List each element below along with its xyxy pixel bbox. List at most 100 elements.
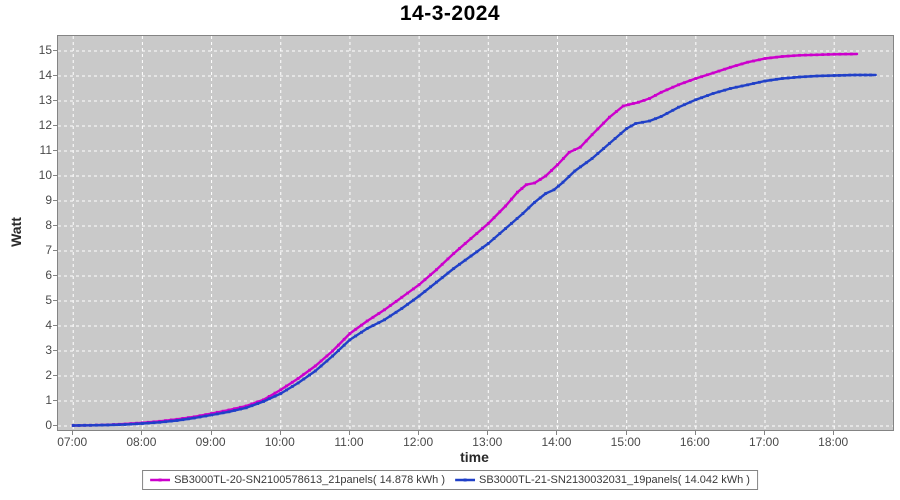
series-point-marker xyxy=(596,127,600,131)
series-point-marker xyxy=(463,258,467,262)
series-point-marker xyxy=(215,410,219,414)
series-point-marker xyxy=(838,52,842,56)
series-point-marker xyxy=(325,359,329,363)
series-point-marker xyxy=(556,163,559,167)
y-tick-mark xyxy=(53,100,57,101)
series-point-marker xyxy=(608,142,611,145)
series-point-marker xyxy=(832,52,836,56)
series-point-marker xyxy=(475,250,479,254)
series-point-marker xyxy=(504,227,507,230)
series-point-marker xyxy=(187,417,190,421)
x-tick-label: 12:00 xyxy=(403,435,434,449)
series-point-marker xyxy=(481,246,484,250)
series-point-marker xyxy=(244,406,248,410)
series-point-marker xyxy=(400,307,404,310)
series-point-marker xyxy=(498,210,502,214)
legend-point-sample xyxy=(158,478,162,482)
series-point-marker xyxy=(602,121,605,125)
series-point-marker xyxy=(492,216,496,220)
series-point-marker xyxy=(815,53,819,57)
series-point-marker xyxy=(262,398,265,402)
series-point-marker xyxy=(659,90,663,94)
series-point-marker xyxy=(538,178,542,181)
series-point-marker xyxy=(440,276,444,280)
series-point-marker xyxy=(552,188,556,192)
series-point-marker xyxy=(215,412,219,416)
series-point-marker xyxy=(853,73,857,77)
series-point-marker xyxy=(192,416,196,420)
series-point-marker xyxy=(267,395,271,398)
series-point-marker xyxy=(302,377,306,381)
series-point-marker xyxy=(117,423,121,427)
x-tick-mark xyxy=(833,431,835,435)
series-line-1 xyxy=(71,73,877,427)
series-point-marker xyxy=(608,115,611,119)
series-point-marker xyxy=(625,127,629,130)
series-point-marker xyxy=(360,323,363,327)
series-point-marker xyxy=(342,343,346,347)
series-point-marker xyxy=(849,52,853,56)
series-point-marker xyxy=(821,74,825,78)
legend-label-1: SB3000TL-21-SN2130032031_19panels( 14.04… xyxy=(479,474,750,486)
series-point-marker xyxy=(486,242,490,245)
series-point-marker xyxy=(792,76,796,79)
series-point-marker xyxy=(290,380,294,384)
series-point-marker xyxy=(786,76,790,80)
series-point-marker xyxy=(244,404,248,408)
legend-line-icon xyxy=(150,478,171,482)
series-point-marker xyxy=(533,181,536,185)
x-tick-mark xyxy=(348,431,350,435)
series-point-marker xyxy=(429,273,432,277)
series-point-marker xyxy=(371,315,375,319)
series-point-marker xyxy=(239,405,242,409)
series-point-marker xyxy=(711,71,715,75)
series-point-marker xyxy=(641,120,644,124)
series-point-marker xyxy=(629,124,633,128)
series-point-marker xyxy=(227,410,231,414)
series-point-marker xyxy=(711,92,715,95)
series-point-marker xyxy=(423,278,427,282)
y-tick-mark xyxy=(53,150,57,151)
y-tick-label: 1 xyxy=(45,393,52,407)
series-point-marker xyxy=(844,52,847,56)
series-point-marker xyxy=(100,423,104,427)
x-axis-title: time xyxy=(460,449,489,465)
series-point-marker xyxy=(729,65,732,69)
series-line-0 xyxy=(71,52,859,427)
x-tick-label: 07:00 xyxy=(57,435,88,449)
y-tick-label: 3 xyxy=(45,343,52,357)
y-tick-label: 7 xyxy=(45,243,52,257)
series-point-marker xyxy=(740,84,744,88)
series-point-marker xyxy=(394,300,398,303)
series-point-marker xyxy=(354,334,358,338)
series-point-marker xyxy=(267,397,271,401)
series-point-marker xyxy=(141,422,144,425)
series-point-marker xyxy=(619,132,623,135)
series-point-marker xyxy=(688,100,692,104)
series-point-marker xyxy=(440,262,444,266)
series-point-marker xyxy=(631,102,635,105)
series-point-marker xyxy=(273,391,277,395)
series-point-marker xyxy=(838,74,841,77)
legend-item-1: SB3000TL-21-SN2130032031_19panels( 14.04… xyxy=(455,474,750,486)
series-point-marker xyxy=(665,88,669,92)
series-point-marker xyxy=(221,411,225,415)
series-point-marker xyxy=(331,349,334,353)
series-point-marker xyxy=(665,112,669,115)
series-point-marker xyxy=(279,388,283,392)
series-point-marker xyxy=(256,400,260,404)
series-point-marker xyxy=(520,187,524,190)
legend: SB3000TL-20-SN2100578613_21panels( 14.87… xyxy=(142,470,758,490)
series-point-marker xyxy=(377,321,381,325)
series-point-marker xyxy=(786,54,790,58)
x-tick-label: 14:00 xyxy=(541,435,572,449)
legend-label-0: SB3000TL-20-SN2100578613_21panels( 14.87… xyxy=(174,474,445,486)
series-point-marker xyxy=(746,60,750,64)
series-point-marker xyxy=(360,330,363,334)
series-point-marker xyxy=(584,139,588,143)
series-point-marker xyxy=(239,407,242,411)
series-point-marker xyxy=(621,104,625,108)
x-tick-label: 16:00 xyxy=(679,435,710,449)
series-point-marker xyxy=(590,133,594,137)
series-point-marker xyxy=(331,354,334,358)
